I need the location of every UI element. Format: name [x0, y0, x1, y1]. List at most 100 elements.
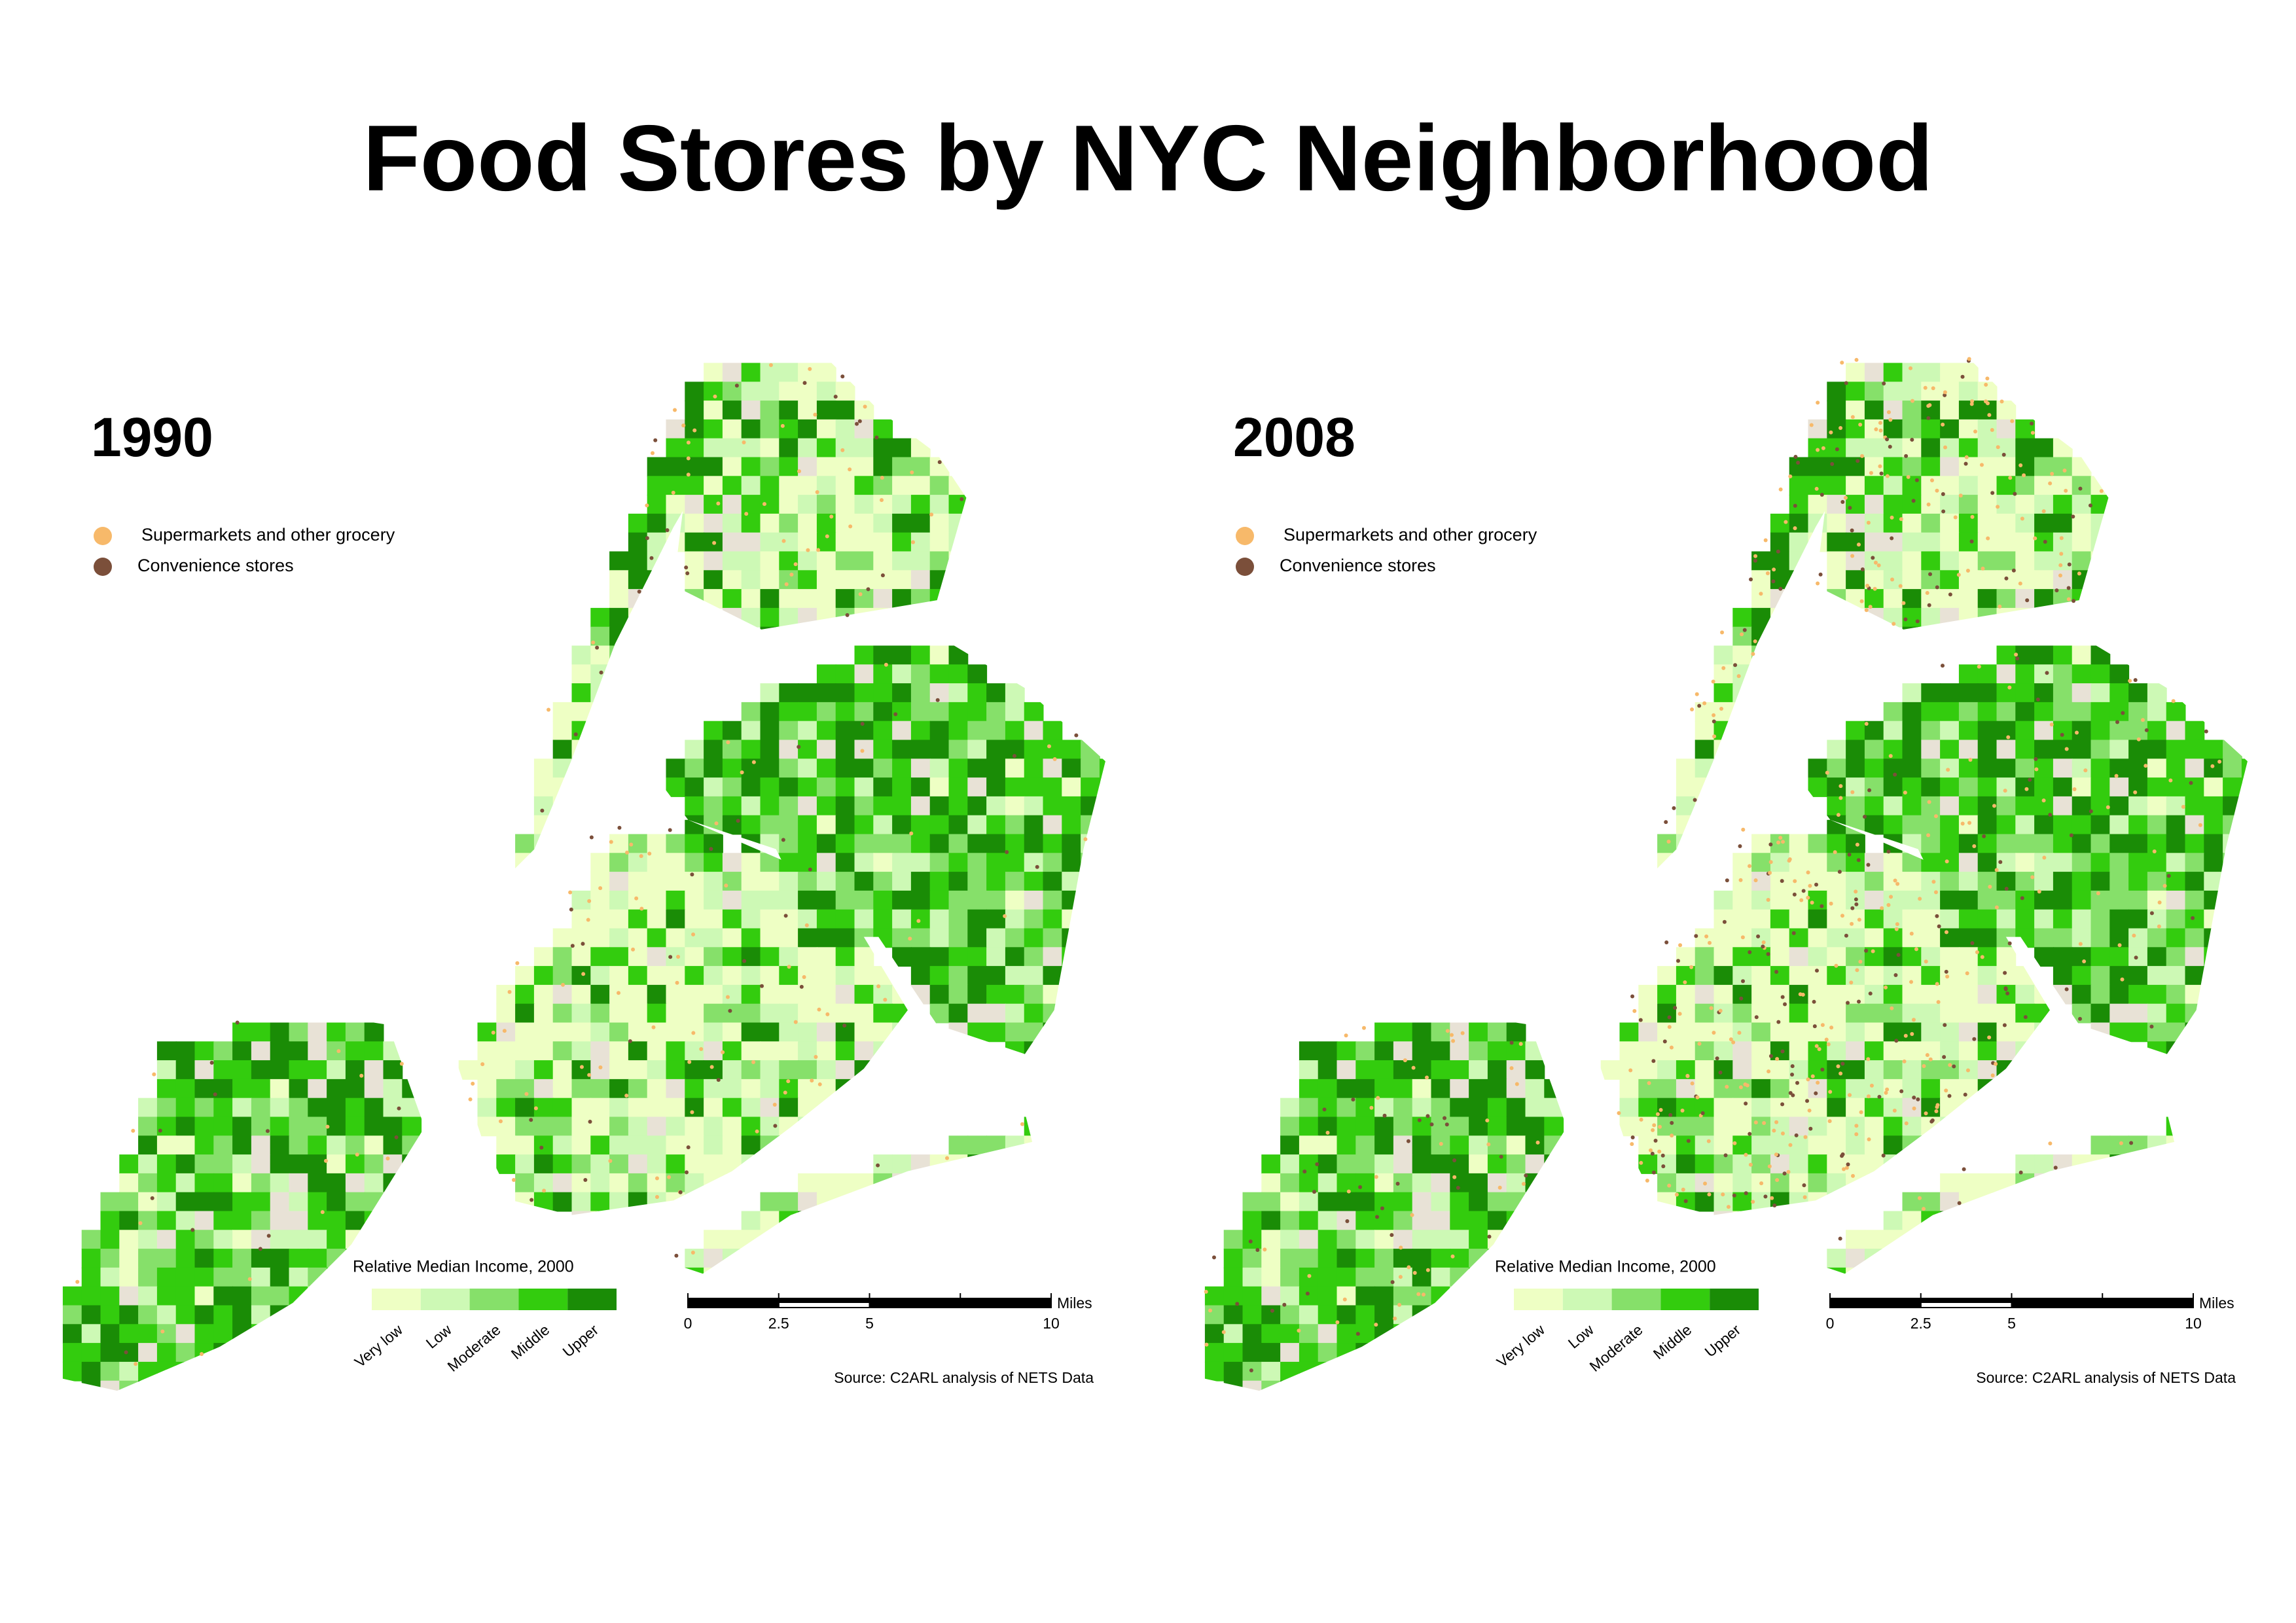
- store-dot: [2014, 652, 2018, 657]
- tract: [289, 1286, 309, 1306]
- tract: [1695, 777, 1715, 797]
- store-dot: [1725, 878, 1729, 883]
- tract: [704, 984, 723, 1005]
- tract: [741, 1022, 761, 1043]
- tract: [2034, 872, 2054, 891]
- tract: [1770, 1003, 1790, 1024]
- tract: [2166, 909, 2186, 929]
- tract: [910, 645, 931, 666]
- tract: [892, 815, 912, 835]
- tract: [289, 1249, 309, 1268]
- tract: [1827, 777, 1847, 797]
- store-dot: [1917, 1196, 1922, 1200]
- tract: [1506, 1154, 1526, 1174]
- store-dot: [1820, 904, 1824, 908]
- store-dot: [542, 1188, 547, 1193]
- store-dot: [524, 1092, 529, 1096]
- tract: [722, 532, 742, 552]
- tract: [2015, 645, 2036, 666]
- tract: [816, 382, 836, 402]
- tract: [1977, 966, 1998, 986]
- store-dot: [645, 503, 649, 508]
- tract: [685, 758, 705, 779]
- tract: [1506, 1116, 1526, 1137]
- tract: [1043, 966, 1063, 986]
- tract: [552, 984, 573, 1005]
- tract: [816, 853, 836, 873]
- tract: [1393, 1060, 1413, 1080]
- tract: [1619, 1097, 1640, 1118]
- source: Source: C2ARL analysis of NETS Data: [834, 1369, 1094, 1386]
- tract: [1883, 438, 1903, 458]
- store-dot: [1235, 1302, 1240, 1306]
- tract: [1883, 909, 1903, 929]
- tract: [929, 457, 950, 477]
- store-dot: [1979, 463, 1984, 467]
- tract: [854, 984, 874, 1005]
- tract: [1751, 1135, 1771, 1156]
- tract: [1450, 1041, 1470, 1061]
- tract: [2090, 890, 2111, 910]
- store-dot: [734, 383, 739, 388]
- tract: [1024, 796, 1044, 816]
- tract: [1864, 363, 1884, 383]
- income-swatch: [469, 1289, 519, 1310]
- tract: [2223, 853, 2242, 873]
- store-dot: [1965, 1068, 1970, 1073]
- store-dot: [645, 536, 649, 541]
- store-dot: [1816, 581, 1820, 586]
- store-dot: [1793, 879, 1797, 883]
- tract: [1544, 1116, 1564, 1137]
- tract: [327, 1211, 346, 1231]
- store-dot: [1452, 1175, 1457, 1179]
- tract: [910, 702, 931, 722]
- store-dot: [1848, 505, 1852, 510]
- tract: [1940, 607, 1960, 628]
- store-dot: [781, 539, 786, 543]
- tract: [1846, 777, 1865, 797]
- tract: [892, 872, 912, 891]
- store-dot: [1866, 1094, 1871, 1099]
- tract: [1864, 1249, 1884, 1268]
- tract: [345, 1173, 365, 1193]
- tract: [1336, 1079, 1357, 1099]
- tract: [1827, 419, 1847, 439]
- store-dot: [1846, 1001, 1850, 1005]
- tract: [402, 1154, 422, 1174]
- tract: [1846, 872, 1865, 891]
- store-dot: [2036, 697, 2040, 702]
- tract: [1732, 1173, 1753, 1193]
- store-dot: [2099, 489, 2104, 493]
- tract: [1921, 401, 1941, 420]
- income-class-label: Upper: [1701, 1321, 1744, 1360]
- tract: [119, 1267, 139, 1287]
- tract: [948, 909, 969, 929]
- store-dot: [813, 412, 817, 417]
- tract: [1732, 1079, 1753, 1099]
- store-dot: [1929, 1119, 1934, 1124]
- tract: [156, 1361, 177, 1382]
- store-dot: [1398, 1275, 1403, 1279]
- tract: [1883, 551, 1903, 571]
- tract: [835, 1079, 855, 1099]
- tract: [1355, 1267, 1376, 1287]
- tract: [1431, 1249, 1451, 1268]
- tract: [779, 1003, 799, 1024]
- store-dot: [808, 366, 812, 371]
- store-dot: [2003, 789, 2007, 793]
- store-dot: [1827, 1119, 1832, 1124]
- tract: [986, 853, 1006, 873]
- store-dot: [1047, 744, 1051, 749]
- income-swatch: [1710, 1289, 1759, 1310]
- tract: [1902, 947, 1922, 967]
- tract: [1223, 1230, 1244, 1250]
- tract: [1921, 721, 1941, 741]
- tract: [2090, 740, 2111, 760]
- tract: [590, 1135, 611, 1156]
- store-dot: [1651, 1128, 1655, 1132]
- tract: [741, 513, 761, 533]
- tract: [1024, 777, 1044, 797]
- store-dot: [1762, 1120, 1767, 1125]
- tract: [1280, 1230, 1300, 1250]
- tract: [2147, 1003, 2167, 1024]
